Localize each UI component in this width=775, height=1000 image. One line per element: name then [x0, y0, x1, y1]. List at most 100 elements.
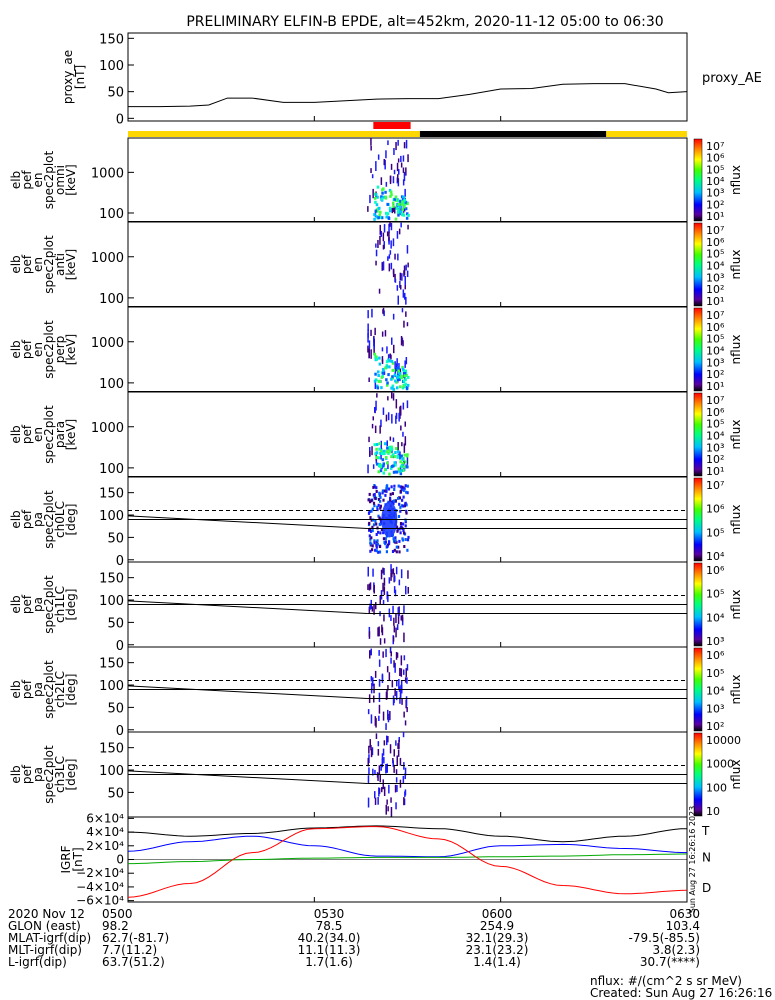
colorbar-tick-label: 10⁴ — [706, 430, 725, 443]
igrf-series-red — [127, 826, 688, 898]
pitch-pixel — [377, 514, 380, 518]
pitch-pixel — [402, 488, 405, 492]
pitch-pixel — [394, 589, 397, 597]
footer-row-value: 11.1(11.3) — [297, 943, 361, 957]
spectrum-pixel — [383, 241, 385, 249]
spectrum-pixel — [384, 366, 387, 370]
pitch-pixel — [405, 585, 407, 595]
pitch-pixel — [369, 582, 372, 590]
colorbar-tick-label: 10³ — [706, 441, 724, 454]
pitch-pixel — [404, 524, 407, 528]
spectrum-pixel — [380, 197, 384, 201]
colorbar-tick-label: 10⁶ — [706, 564, 725, 577]
spectrum-pixel — [386, 383, 389, 387]
colorbar-tick-label: 10⁵ — [706, 248, 724, 261]
spectrum-pixel — [375, 249, 378, 257]
pitch-pixel — [375, 545, 378, 549]
colorbar — [693, 222, 703, 307]
spectrum-pixel — [370, 168, 372, 174]
spectrum-pixel — [405, 216, 409, 220]
pitch-pixel — [379, 495, 382, 499]
pitch-pixel — [379, 775, 381, 783]
y-axis-label: [nT] — [73, 65, 87, 89]
pitch-pixel — [388, 784, 390, 794]
spectrum-pixel — [370, 329, 372, 337]
spectrum-pixel — [402, 431, 404, 437]
spectrum-pixel — [387, 396, 389, 401]
pitch-pixel — [403, 655, 406, 661]
pitch-pixel — [379, 595, 381, 605]
spectrum-pixel — [397, 204, 401, 208]
spectrum-pixel — [393, 373, 397, 377]
spectrum-pixel — [396, 386, 399, 390]
pitch-pixel — [390, 807, 393, 817]
pitch-pixel — [378, 494, 381, 498]
spectrum-pixel — [377, 374, 380, 377]
pitch-pixel — [399, 505, 402, 509]
pitch-pixel — [399, 489, 402, 493]
spectrum-pixel — [387, 140, 389, 146]
footer-row-label: MLAT-igrf(dip) — [8, 931, 92, 945]
igrf-legend-label: T — [701, 824, 710, 838]
spectrum-pixel — [386, 461, 389, 465]
pitch-pixel — [393, 484, 396, 488]
pitch-pixel — [403, 797, 405, 806]
y-axis-label: spec2plot — [42, 150, 56, 209]
spectrum-pixel — [372, 188, 374, 199]
colorbar-tick-label: 10³ — [706, 271, 724, 284]
pitch-pixel — [398, 496, 401, 500]
pitch-pixel — [384, 542, 387, 546]
spectrum-pixel — [397, 369, 400, 373]
spectrum-pixel — [392, 313, 395, 320]
y-tick-label: 100 — [99, 377, 124, 392]
pitch-pixel — [378, 715, 380, 721]
spectrum-pixel — [399, 272, 402, 281]
pitch-pixel — [402, 732, 405, 738]
spectrum-pixel — [387, 256, 389, 261]
y-tick-label: 50 — [107, 786, 124, 801]
spectrum-pixel — [393, 344, 395, 354]
pitch-pixel — [377, 749, 380, 756]
spectrum-pixel — [370, 138, 372, 146]
spectrum-pixel — [404, 369, 407, 373]
spectrum-pixel — [387, 461, 389, 470]
pitch-pixel — [371, 507, 374, 511]
spectrum-pixel — [392, 393, 395, 401]
spectrum-pixel — [383, 224, 386, 233]
pitch-pixel — [380, 528, 383, 532]
spectrum-pixel — [378, 213, 381, 217]
spectrum-pixel — [388, 450, 392, 454]
pitch-pixel — [370, 676, 373, 682]
spectrum-pixel — [388, 445, 392, 449]
pitch-pixel — [404, 767, 407, 776]
spectrum-pixel — [394, 278, 397, 283]
pitch-pixel — [400, 615, 402, 621]
pitch-pixel — [395, 652, 398, 660]
spectrum-pixel — [375, 161, 377, 172]
spectrum-pixel — [404, 375, 406, 381]
spectrum-pixel — [393, 461, 396, 465]
pitch-pixel — [396, 755, 398, 766]
y-axis-label: pa — [31, 512, 45, 527]
colorbar-tick-label: 10³ — [706, 635, 724, 648]
spectrum-pixel — [394, 451, 397, 454]
spectrum-pixel — [397, 208, 400, 212]
pitch-pixel — [406, 677, 408, 684]
pitch-pixel — [403, 545, 406, 548]
spectrum-pixel — [403, 320, 405, 328]
spectrum-pixel — [400, 162, 403, 168]
y-axis-label: elb — [9, 595, 23, 613]
pitch-pixel — [383, 757, 385, 764]
spectrum-pixel — [381, 331, 384, 337]
y-tick-label: 100 — [99, 207, 124, 222]
pitch-pixel — [370, 542, 373, 546]
spectrum-pixel — [385, 456, 388, 459]
pitch-pixel — [400, 655, 403, 666]
footer-row-value: 3.8(2.3) — [652, 943, 700, 957]
pitch-pixel — [378, 765, 381, 775]
spectrum-pixel — [405, 139, 408, 149]
spectrum-pixel — [380, 449, 383, 453]
pitch-pixel — [371, 525, 374, 529]
